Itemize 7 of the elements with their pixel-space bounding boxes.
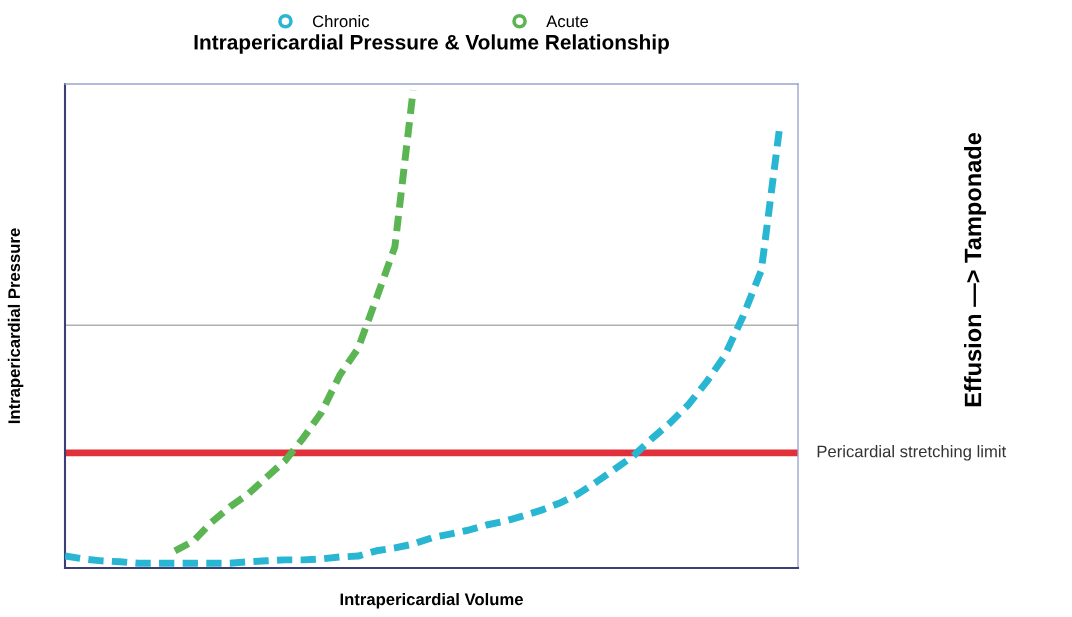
text: Effusion —> Tamponade: [963, 132, 987, 407]
legend-label: Acute: [546, 15, 589, 28]
x-axis-title: Intrapericardial Volume: [340, 593, 523, 609]
ref-line-label: Pericardial stretching limit: [817, 445, 1007, 461]
y-axis-title: Intrapericardial Pressure: [7, 228, 24, 424]
legend-label: Chronic: [312, 15, 370, 28]
chart-title: Intrapericardial Pressure & Volume Relationship: [194, 34, 669, 54]
